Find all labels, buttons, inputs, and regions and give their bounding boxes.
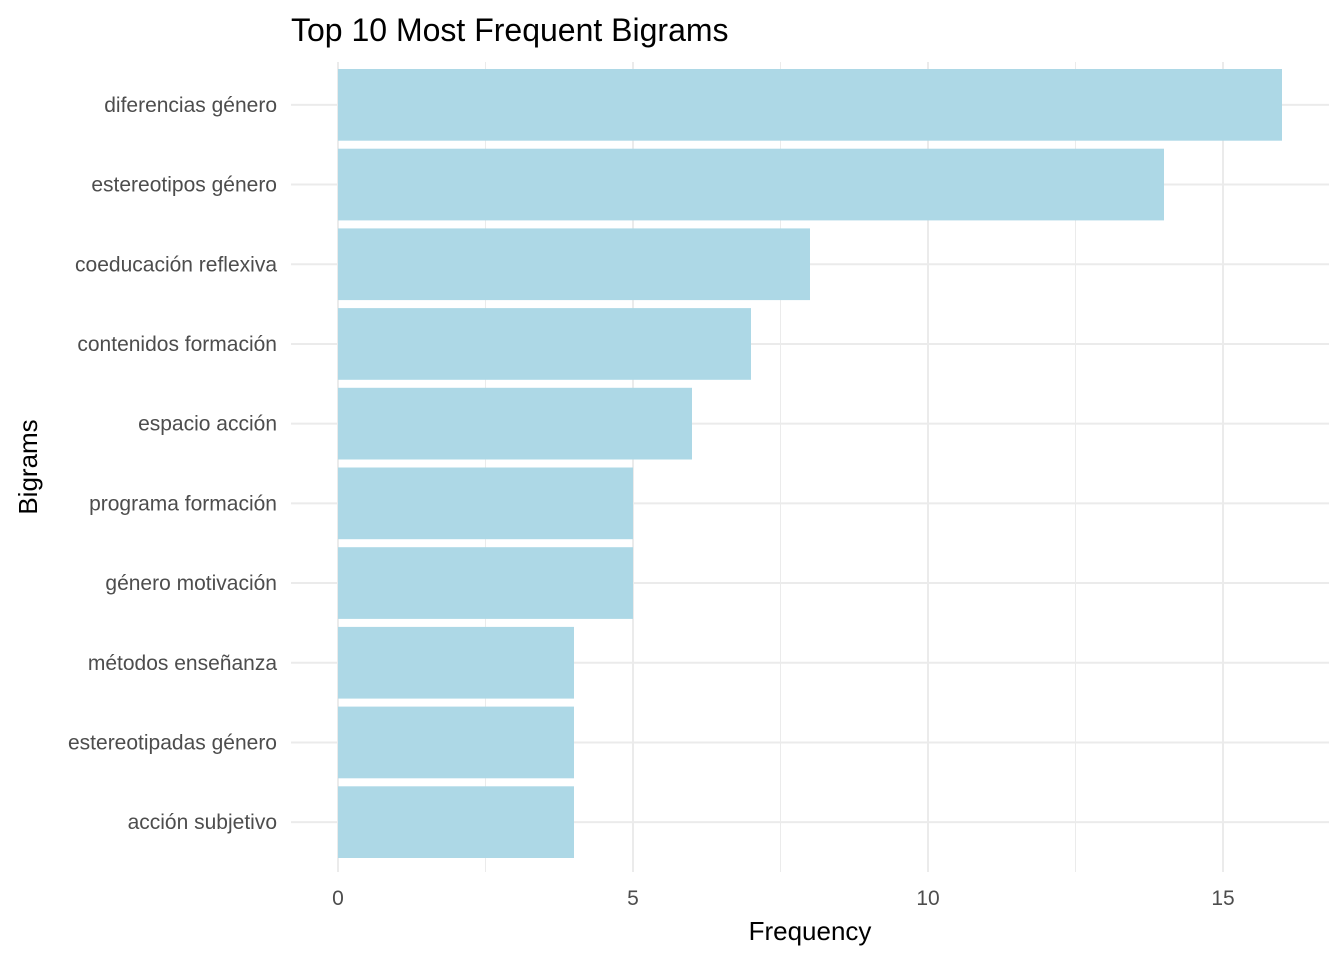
bar bbox=[338, 69, 1282, 141]
x-axis-title: Frequency bbox=[749, 916, 872, 946]
bar bbox=[338, 706, 574, 779]
y-axis-title: Bigrams bbox=[13, 419, 43, 514]
y-tick-label: espacio acción bbox=[138, 413, 277, 436]
y-tick-label: contenidos formación bbox=[77, 333, 277, 356]
y-tick-label: programa formación bbox=[89, 492, 277, 515]
bar bbox=[338, 467, 633, 540]
y-tick-label: estereotipadas género bbox=[68, 731, 277, 754]
y-tick-label: género motivación bbox=[105, 572, 277, 595]
x-tick-label: 0 bbox=[332, 887, 344, 910]
x-tick-labels: 0 5 10 15 bbox=[332, 887, 1235, 910]
bar bbox=[338, 308, 751, 380]
bar bbox=[338, 148, 1164, 221]
bar bbox=[338, 387, 692, 460]
bar bbox=[338, 786, 574, 858]
chart-title: Top 10 Most Frequent Bigrams bbox=[291, 12, 729, 48]
y-tick-label: diferencias género bbox=[104, 94, 277, 117]
bar bbox=[338, 547, 633, 619]
bar bbox=[338, 228, 810, 301]
y-tick-label: coeducación reflexiva bbox=[75, 253, 277, 276]
y-tick-label: acción subjetivo bbox=[128, 811, 277, 834]
x-tick-label: 15 bbox=[1211, 887, 1234, 910]
x-tick-label: 10 bbox=[916, 887, 939, 910]
bar bbox=[338, 626, 574, 699]
bars bbox=[338, 69, 1282, 858]
y-tick-labels: diferencias género estereotipos género coe… bbox=[68, 94, 277, 834]
y-tick-label: métodos enseñanza bbox=[88, 652, 277, 675]
x-tick-label: 5 bbox=[627, 887, 639, 910]
y-tick-label: estereotipos género bbox=[91, 174, 277, 197]
